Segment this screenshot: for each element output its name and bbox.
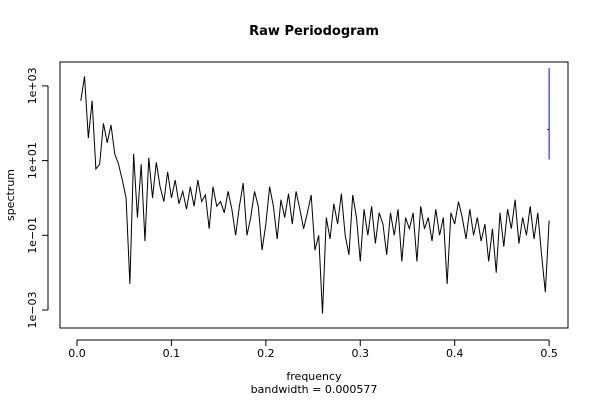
y-tick-label: 1e+01 xyxy=(26,142,39,179)
plot-box xyxy=(59,61,569,329)
y-tick-label: 1e+03 xyxy=(26,67,39,104)
y-tick-label: 1e−03 xyxy=(26,292,39,329)
x-tick-label: 0.5 xyxy=(540,347,558,360)
x-tick-label: 0.4 xyxy=(446,347,464,360)
chart-title: Raw Periodogram xyxy=(249,24,379,39)
spectrum-line xyxy=(80,76,550,314)
x-tick-label: 0.0 xyxy=(68,347,86,360)
x-axis-label: frequency xyxy=(286,370,342,383)
y-axis-label: spectrum xyxy=(4,169,17,221)
y-tick-label: 1e−01 xyxy=(26,217,39,254)
subtitle: bandwidth = 0.000577 xyxy=(251,383,378,396)
x-tick-label: 0.2 xyxy=(257,347,275,360)
x-tick-label: 0.1 xyxy=(163,347,181,360)
x-tick-label: 0.3 xyxy=(352,347,370,360)
